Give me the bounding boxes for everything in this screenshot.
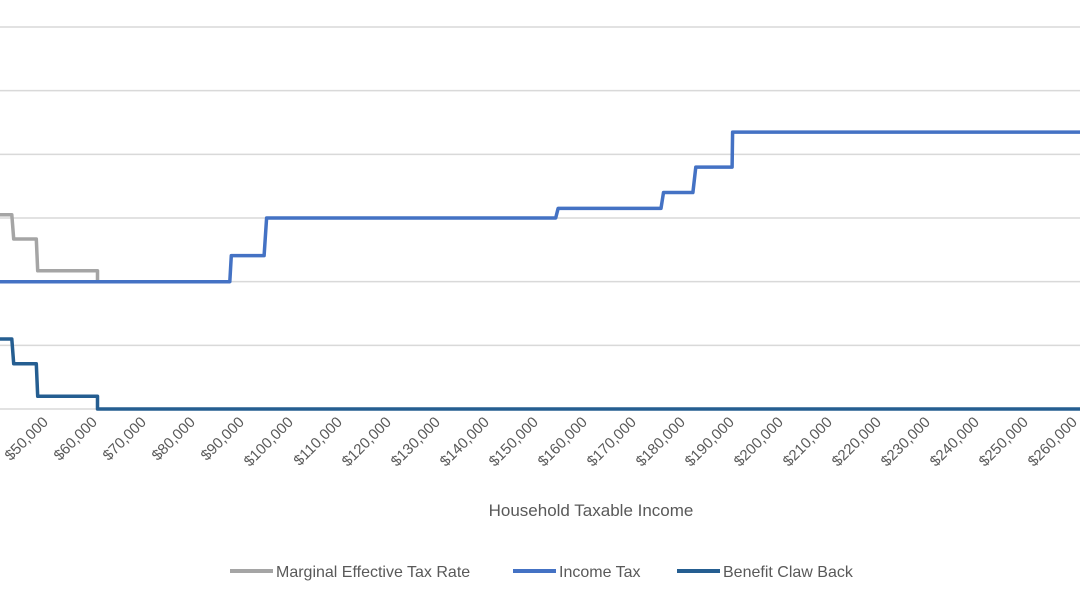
x-tick-label: $220,000 bbox=[829, 414, 885, 470]
x-tick-label: $120,000 bbox=[339, 414, 395, 470]
series-line-income-tax bbox=[0, 130, 1080, 284]
x-tick-label: $90,000 bbox=[198, 414, 248, 464]
x-tick-label: $80,000 bbox=[149, 414, 199, 464]
x-tick-label: $170,000 bbox=[584, 414, 640, 470]
legend-label: Income Tax bbox=[559, 564, 641, 581]
x-tick-label: $50,000 bbox=[2, 414, 52, 464]
series-line-marginal-effective-tax-rate bbox=[0, 213, 100, 282]
x-tick-label: $260,000 bbox=[1025, 414, 1080, 470]
x-tick-label: $190,000 bbox=[682, 414, 738, 470]
x-tick-label: $200,000 bbox=[731, 414, 787, 470]
x-tick-label: $240,000 bbox=[927, 414, 983, 470]
legend: Marginal Effective Tax Rate Income Tax Ben… bbox=[230, 564, 854, 581]
legend-label: Benefit Claw Back bbox=[723, 564, 854, 581]
x-tick-label: $180,000 bbox=[633, 414, 689, 470]
x-axis-tick-labels: $50,000$60,000$70,000$80,000$90,000$100,… bbox=[2, 414, 1080, 470]
x-tick-label: $250,000 bbox=[976, 414, 1032, 470]
x-tick-label: $70,000 bbox=[100, 414, 150, 464]
x-tick-label: $110,000 bbox=[290, 414, 345, 469]
x-tick-label: $130,000 bbox=[388, 414, 444, 470]
legend-label: Marginal Effective Tax Rate bbox=[276, 564, 470, 581]
x-tick-label: $140,000 bbox=[437, 414, 493, 470]
x-tick-label: $60,000 bbox=[51, 414, 101, 464]
series-line-benefit-claw-back bbox=[0, 337, 1080, 411]
series-lines bbox=[0, 130, 1080, 411]
x-tick-label: $230,000 bbox=[878, 414, 934, 470]
x-tick-label: $100,000 bbox=[241, 414, 297, 470]
x-tick-label: $150,000 bbox=[486, 414, 542, 470]
x-axis-title: Household Taxable Income bbox=[489, 501, 694, 520]
x-tick-label: $160,000 bbox=[535, 414, 591, 470]
x-tick-label: $210,000 bbox=[780, 414, 836, 470]
